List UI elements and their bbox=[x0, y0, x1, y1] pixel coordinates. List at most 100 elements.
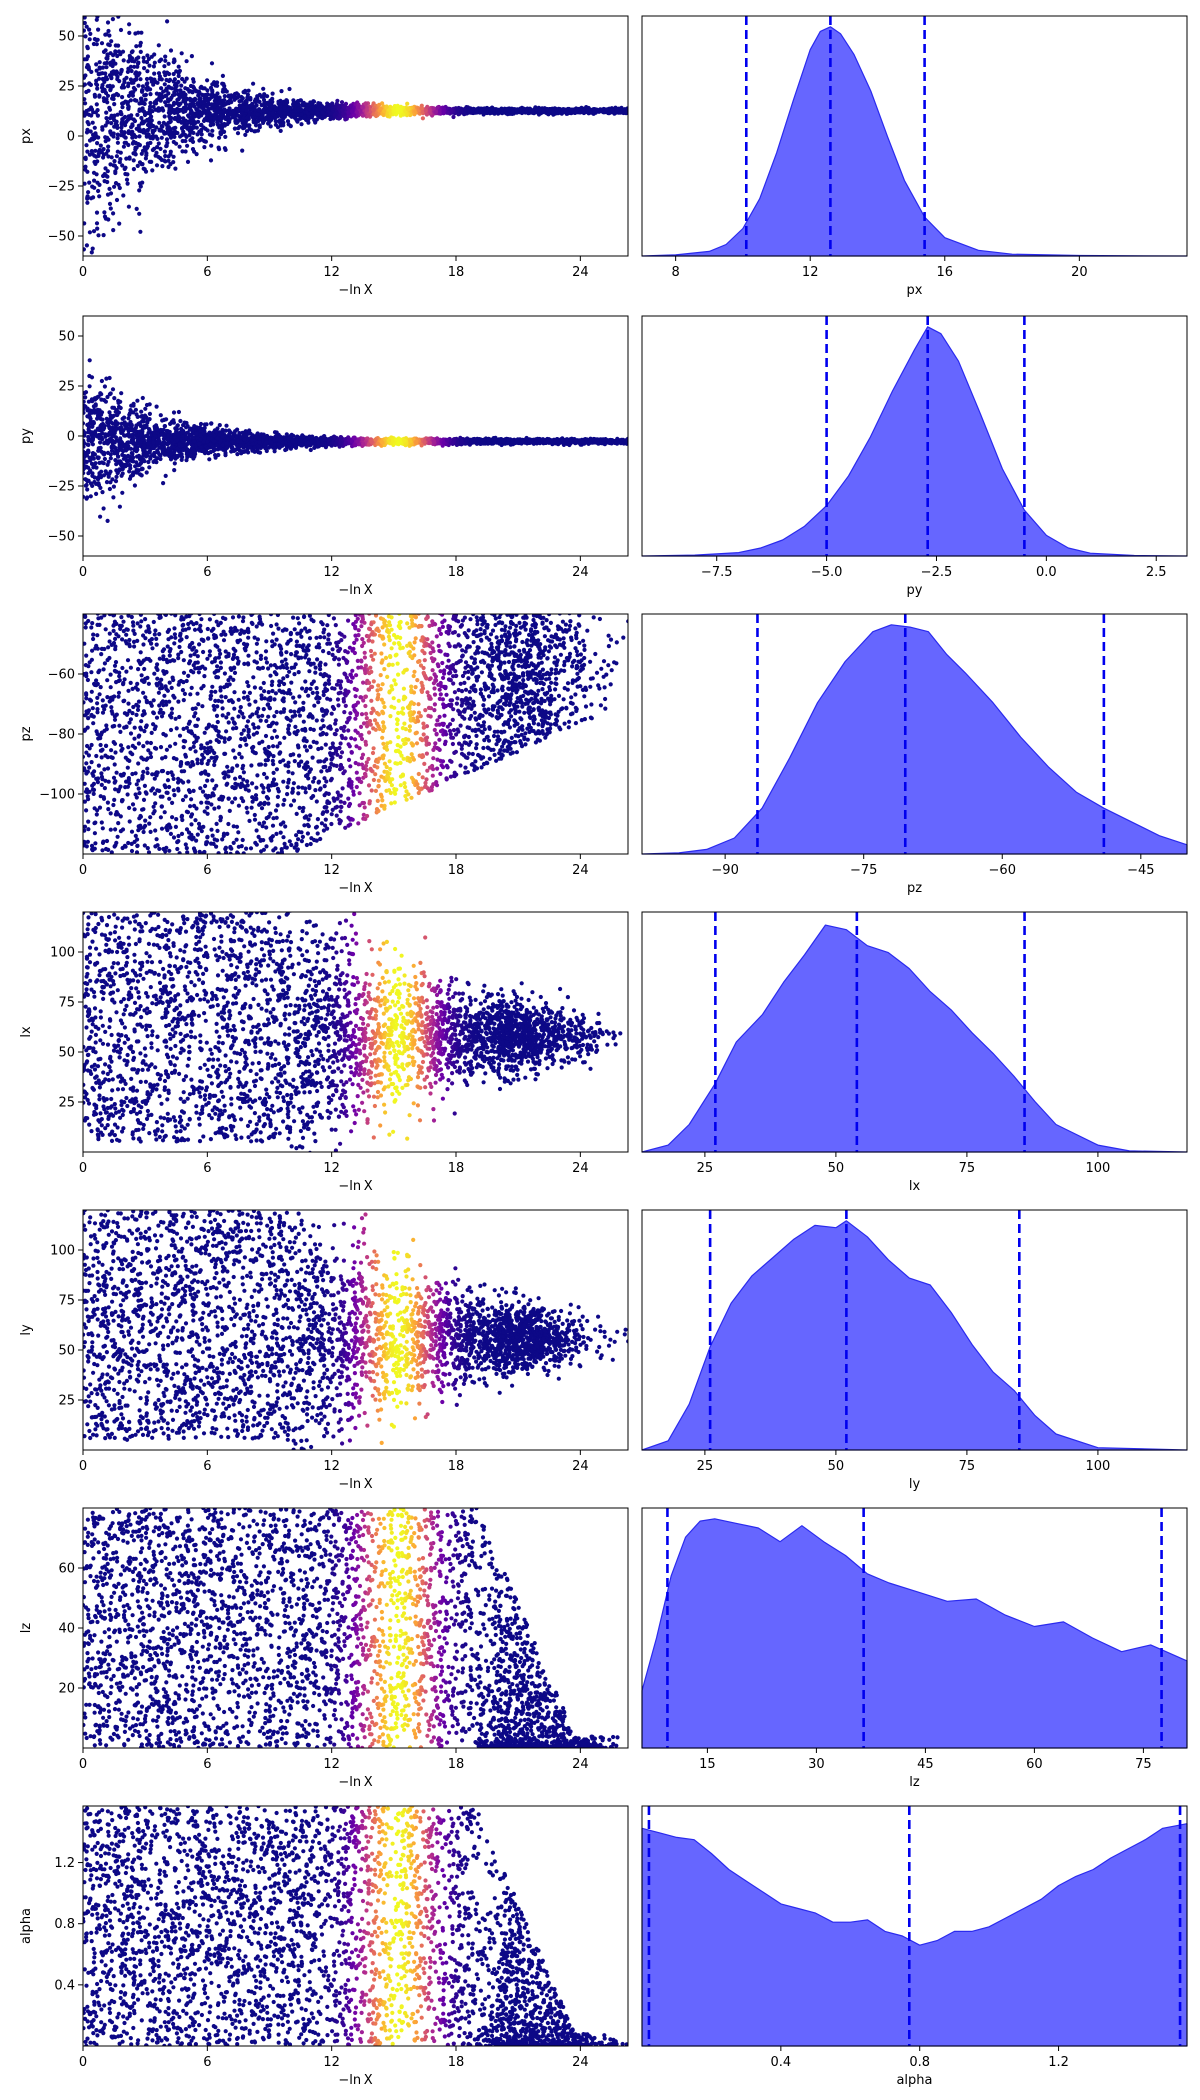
scatter-point bbox=[180, 126, 185, 131]
scatter-point bbox=[126, 93, 132, 98]
scatter-point bbox=[150, 109, 155, 114]
scatter-point bbox=[83, 247, 86, 252]
scatter-point bbox=[217, 423, 222, 428]
scatter-point bbox=[153, 107, 158, 112]
scatter-point bbox=[586, 108, 591, 113]
scatter-point bbox=[116, 16, 121, 19]
scatter-point bbox=[99, 41, 105, 46]
scatter-point bbox=[151, 64, 156, 69]
scatter-point bbox=[302, 114, 307, 119]
scatter-point bbox=[104, 60, 110, 65]
scatter-point bbox=[392, 106, 397, 111]
scatter-point bbox=[213, 83, 218, 88]
scatter-point bbox=[179, 51, 184, 56]
scatter-point bbox=[159, 124, 164, 129]
scatter-point bbox=[270, 104, 275, 109]
scatter-point bbox=[105, 120, 110, 125]
scatter-point bbox=[126, 104, 131, 109]
x-tick-label: 18 bbox=[448, 265, 465, 280]
scatter-point bbox=[108, 162, 113, 167]
scatter-point bbox=[253, 107, 258, 113]
y-tick-label: −25 bbox=[48, 180, 75, 195]
scatter-point bbox=[181, 94, 187, 99]
scatter-point bbox=[201, 118, 207, 123]
x-tick-label: 12 bbox=[323, 265, 340, 280]
scatter-point bbox=[311, 105, 316, 111]
scatter-point bbox=[204, 109, 210, 114]
scatter-point bbox=[248, 97, 253, 102]
scatter-point bbox=[545, 107, 550, 112]
scatter-point bbox=[215, 120, 220, 125]
scatter-point bbox=[133, 152, 138, 157]
scatter-point bbox=[198, 421, 204, 427]
scatter-point bbox=[495, 107, 500, 112]
scatter-point bbox=[83, 28, 86, 33]
scatter-point bbox=[345, 105, 350, 111]
scatter-point bbox=[277, 110, 282, 115]
scatter-point bbox=[110, 93, 115, 98]
scatter-point bbox=[180, 149, 185, 154]
scatter-point bbox=[143, 97, 148, 102]
scatter-point bbox=[136, 72, 141, 77]
scatter-point bbox=[140, 180, 145, 185]
scatter-point bbox=[156, 141, 161, 146]
scatter-point bbox=[124, 177, 130, 182]
scatter-point bbox=[130, 122, 135, 127]
scatter-point bbox=[278, 128, 283, 133]
scatter-point bbox=[83, 181, 87, 186]
x-tick-label: 8 bbox=[672, 265, 680, 280]
scatter-point bbox=[275, 125, 281, 130]
scatter-point bbox=[137, 211, 142, 216]
scatter-point bbox=[163, 58, 168, 63]
scatter-point bbox=[122, 166, 127, 172]
scatter-point bbox=[220, 73, 225, 78]
scatter-point bbox=[140, 88, 145, 93]
scatter-point bbox=[90, 246, 95, 251]
scatter-point bbox=[101, 152, 106, 157]
scatter-point bbox=[364, 108, 370, 113]
scatter-point bbox=[320, 110, 325, 115]
scatter-point bbox=[500, 111, 505, 116]
y-tick-label: −50 bbox=[48, 230, 75, 245]
scatter-point bbox=[326, 106, 331, 111]
scatter-point bbox=[126, 66, 131, 71]
scatter-point bbox=[98, 71, 103, 76]
scatter-point bbox=[201, 125, 206, 130]
scatter-point bbox=[141, 130, 146, 135]
scatter-point bbox=[203, 97, 208, 102]
scatter-point bbox=[98, 485, 103, 490]
scatter-point bbox=[262, 100, 267, 105]
scatter-point bbox=[83, 110, 86, 115]
scatter-point bbox=[142, 93, 147, 98]
scatter-point bbox=[179, 83, 184, 88]
scatter-point bbox=[119, 68, 124, 73]
scatter-point bbox=[118, 27, 124, 33]
scatter-point bbox=[237, 124, 242, 129]
scatter-point bbox=[97, 149, 102, 154]
scatter-point bbox=[236, 107, 241, 112]
scatter-point bbox=[94, 81, 99, 86]
scatter-point bbox=[191, 125, 196, 130]
scatter-point bbox=[257, 99, 262, 104]
scatter-point bbox=[171, 71, 176, 77]
scatter-point bbox=[168, 152, 173, 157]
scatter-point bbox=[243, 132, 248, 137]
scatter-point bbox=[132, 98, 137, 103]
scatter-point bbox=[242, 90, 247, 95]
scatter-point bbox=[114, 91, 119, 97]
scatter-point bbox=[105, 20, 111, 25]
scatter-point bbox=[83, 4, 87, 8]
scatter-point bbox=[241, 126, 246, 131]
scatter-point bbox=[162, 114, 167, 119]
scatter-point bbox=[126, 204, 131, 209]
scatter-point bbox=[141, 59, 146, 64]
scatter-point bbox=[234, 120, 239, 125]
scatter-point bbox=[112, 163, 117, 168]
scatter-point bbox=[148, 87, 153, 92]
scatter-point bbox=[129, 90, 134, 95]
scatter-point bbox=[171, 79, 176, 84]
scatter-point bbox=[140, 106, 145, 111]
scatter-point bbox=[282, 111, 287, 116]
scatter-point bbox=[395, 107, 400, 112]
scatter-point bbox=[462, 107, 467, 112]
